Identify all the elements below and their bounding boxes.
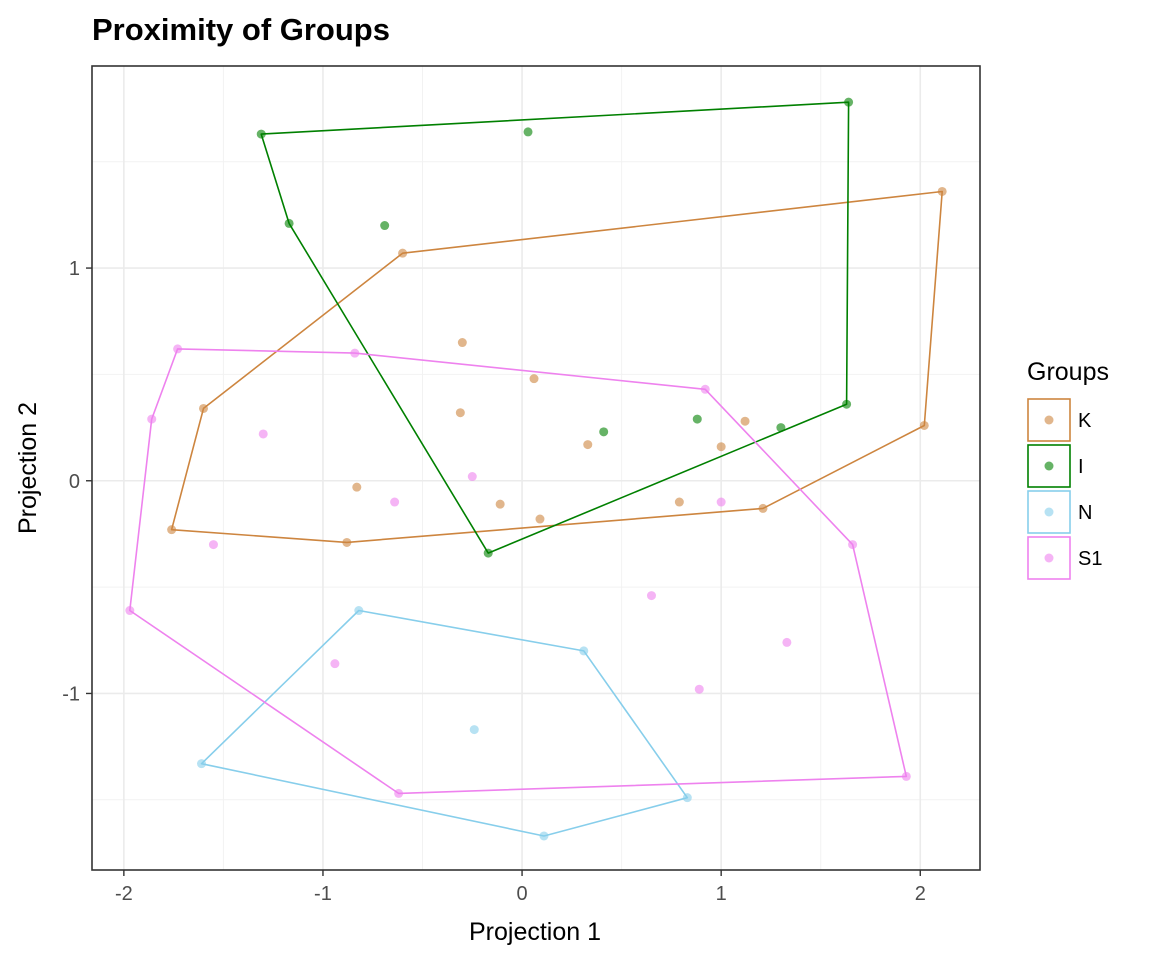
point-n — [579, 646, 589, 656]
point-k — [398, 248, 408, 258]
point-n — [539, 831, 549, 841]
legend-items: K I N S1 — [1027, 398, 1102, 580]
legend-point-k — [1044, 415, 1054, 425]
y-axis-title: Projection 2 — [14, 402, 42, 534]
point-s1 — [901, 771, 911, 781]
plot-area — [91, 65, 981, 871]
point-i — [599, 427, 609, 437]
point-s1 — [716, 497, 726, 507]
point-s1 — [173, 344, 183, 354]
point-i — [776, 423, 786, 433]
minor-gridlines — [92, 66, 980, 870]
point-s1 — [258, 429, 268, 439]
y-tick-label: -1 — [62, 683, 80, 705]
point-k — [529, 374, 539, 384]
legend-key-s1 — [1027, 536, 1071, 580]
legend-label-s1: S1 — [1078, 548, 1102, 570]
point-k — [758, 503, 768, 513]
x-axis-title: Projection 1 — [469, 918, 601, 946]
point-s1 — [848, 540, 858, 550]
point-k — [352, 482, 362, 492]
point-k — [342, 537, 352, 547]
point-k — [716, 442, 726, 452]
point-i — [483, 548, 493, 558]
point-s1 — [700, 384, 710, 394]
point-i — [692, 414, 702, 424]
legend-label-n: N — [1078, 502, 1092, 524]
point-k — [919, 420, 929, 430]
point-n — [354, 606, 364, 616]
point-k — [198, 403, 208, 413]
point-i — [256, 129, 266, 139]
point-i — [380, 221, 390, 231]
point-s1 — [125, 606, 135, 616]
panel-background — [92, 66, 980, 870]
point-s1 — [694, 684, 704, 694]
point-s1 — [208, 540, 218, 550]
y-tick-label: 0 — [69, 471, 80, 493]
point-n — [469, 725, 479, 735]
point-k — [495, 499, 505, 509]
hull-k — [170, 190, 944, 544]
x-tick-label: 2 — [915, 883, 926, 905]
point-n — [682, 793, 692, 803]
point-k — [740, 416, 750, 426]
point-i — [844, 97, 854, 107]
point-k — [457, 338, 467, 348]
point-i — [523, 127, 533, 137]
point-n — [197, 759, 207, 769]
point-k — [583, 440, 593, 450]
point-s1 — [147, 414, 157, 424]
x-tick-label: -2 — [115, 883, 133, 905]
x-tick-label: -1 — [314, 883, 332, 905]
hull-i — [260, 101, 850, 554]
point-k — [455, 408, 465, 418]
hull-n — [200, 609, 689, 837]
data-points — [125, 97, 947, 841]
y-axis: -1 0 1 — [62, 258, 92, 705]
point-i — [284, 218, 294, 228]
point-s1 — [467, 472, 477, 482]
y-tick-label: 1 — [69, 258, 80, 280]
legend-label-k: K — [1078, 410, 1092, 432]
point-k — [167, 525, 177, 535]
chart-title: Proximity of Groups — [92, 12, 390, 47]
point-s1 — [390, 497, 400, 507]
x-tick-label: 1 — [716, 883, 727, 905]
x-axis: -2 -1 0 1 2 — [115, 870, 926, 905]
point-s1 — [394, 788, 404, 798]
point-s1 — [330, 659, 340, 669]
major-gridlines — [92, 66, 980, 870]
legend-point-s1 — [1044, 553, 1054, 563]
point-k — [535, 514, 545, 524]
legend-label-i: I — [1078, 456, 1084, 478]
x-tick-label: 0 — [517, 883, 528, 905]
legend: Groups K I N S1 — [1027, 358, 1109, 580]
point-i — [842, 399, 852, 409]
point-k — [937, 186, 947, 196]
legend-point-n — [1044, 507, 1054, 517]
point-s1 — [782, 637, 792, 647]
point-k — [674, 497, 684, 507]
legend-point-i — [1044, 461, 1054, 471]
panel-border — [91, 65, 981, 871]
point-s1 — [350, 348, 360, 358]
legend-title: Groups — [1027, 358, 1109, 386]
point-s1 — [646, 591, 656, 601]
